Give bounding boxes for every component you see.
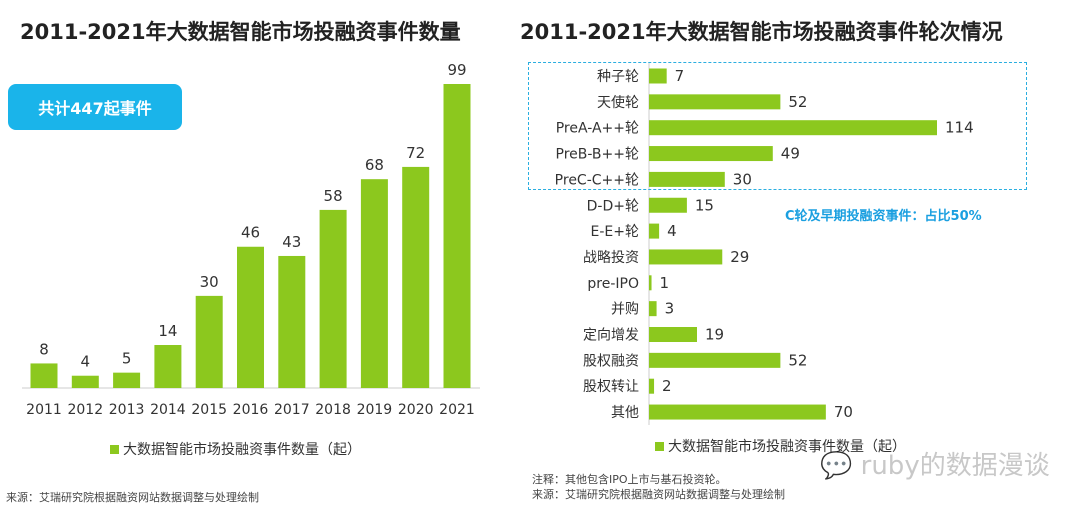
x-tick-label: 2015 bbox=[191, 402, 227, 418]
bar-2017 bbox=[278, 255, 306, 388]
x-tick-label: 2013 bbox=[109, 402, 145, 418]
data-label: 3 bbox=[665, 300, 675, 318]
bar-2014 bbox=[154, 345, 182, 388]
bar-股权融资 bbox=[649, 352, 781, 368]
y-tick-label: PreC-C++轮 bbox=[555, 172, 639, 188]
x-tick-label: 2017 bbox=[274, 402, 310, 418]
bar-种子轮 bbox=[649, 68, 667, 84]
y-tick-label: 股权融资 bbox=[583, 353, 639, 369]
bar-2016 bbox=[237, 246, 264, 388]
data-label: 1 bbox=[660, 274, 670, 292]
data-label: 43 bbox=[282, 233, 301, 251]
y-tick-label: 战略投资 bbox=[583, 250, 639, 266]
bar-天使轮 bbox=[649, 94, 781, 110]
data-label: 99 bbox=[447, 61, 466, 79]
x-tick-label: 2016 bbox=[233, 402, 269, 418]
x-tick-label: 2019 bbox=[357, 402, 393, 418]
right-legend: 大数据智能市场投融资事件数量（起） bbox=[655, 436, 906, 456]
data-label: 58 bbox=[324, 187, 343, 205]
left-bar-chart: 8 2011 4 2012 5 2013 14 2014 30 2015 46 2016 43 2017 5… bbox=[22, 61, 480, 418]
data-label: 114 bbox=[945, 119, 974, 137]
data-label: 19 bbox=[705, 326, 724, 344]
bar-并购 bbox=[649, 301, 657, 317]
y-tick-label: PreB-B++轮 bbox=[556, 147, 639, 163]
data-label: 29 bbox=[730, 248, 749, 266]
bar-2012 bbox=[71, 375, 99, 388]
data-label: 8 bbox=[39, 340, 49, 358]
y-tick-label: E-E+轮 bbox=[591, 224, 639, 240]
watermark: 💬 ruby的数据漫谈 bbox=[820, 451, 1050, 481]
bar-2018 bbox=[319, 209, 347, 388]
legend-swatch bbox=[110, 444, 119, 454]
legend-swatch bbox=[655, 441, 664, 451]
data-label: 2 bbox=[662, 377, 672, 395]
y-tick-label: pre-IPO bbox=[587, 276, 639, 292]
right-source: 来源：艾瑞研究院根据融资网站数据调整与处理绘制 bbox=[532, 488, 785, 501]
x-tick-label: 2014 bbox=[150, 402, 186, 418]
legend-label: 大数据智能市场投融资事件数量（起） bbox=[668, 439, 906, 455]
bar-PreB-B++轮 bbox=[649, 146, 773, 162]
early-stage-annotation: C轮及早期投融资事件：占比50% bbox=[785, 209, 982, 224]
bar-2021 bbox=[443, 84, 471, 388]
bar-2020 bbox=[402, 166, 430, 388]
bar-2019 bbox=[360, 179, 388, 388]
bar-pre-IPO bbox=[649, 275, 652, 291]
y-tick-label: 种子轮 bbox=[597, 69, 639, 85]
data-label: 15 bbox=[695, 196, 714, 214]
bar-股权转让 bbox=[649, 378, 655, 394]
right-chart-title: 2011-2021年大数据智能市场投融资事件轮次情况 bbox=[520, 20, 1003, 44]
x-tick-label: 2011 bbox=[26, 402, 62, 418]
data-label: 4 bbox=[81, 353, 91, 371]
left-legend: 大数据智能市场投融资事件数量（起） bbox=[110, 439, 361, 459]
y-tick-label: D-D+轮 bbox=[587, 198, 639, 214]
data-label: 52 bbox=[788, 93, 807, 111]
bar-PreC-C++轮 bbox=[649, 171, 725, 187]
y-tick-label: 并购 bbox=[611, 302, 639, 318]
x-tick-label: 2021 bbox=[439, 402, 475, 418]
bar-2011 bbox=[30, 363, 58, 388]
bar-定向增发 bbox=[649, 327, 697, 342]
y-tick-label: 其他 bbox=[611, 405, 639, 421]
left-chart-title: 2011-2021年大数据智能市场投融资事件数量 bbox=[20, 20, 461, 44]
data-label: 7 bbox=[675, 67, 685, 85]
bar-D-D+轮 bbox=[649, 197, 687, 213]
right-note: 注释：其他包含IPO上市与基石投资轮。 bbox=[532, 473, 727, 486]
data-label: 14 bbox=[158, 322, 177, 340]
left-source: 来源：艾瑞研究院根据融资网站数据调整与处理绘制 bbox=[6, 491, 259, 504]
data-label: 72 bbox=[406, 144, 425, 162]
y-tick-label: 股权转让 bbox=[583, 379, 639, 395]
x-tick-label: 2020 bbox=[398, 402, 434, 418]
y-tick-label: PreA-A++轮 bbox=[556, 121, 639, 137]
data-label: 30 bbox=[200, 273, 219, 291]
data-label: 30 bbox=[733, 170, 752, 188]
total-events-badge: 共计447起事件 bbox=[8, 84, 182, 130]
right-bar-chart: 7 种子轮 52 天使轮 114 PreA-A++轮 49 PreB-B++轮 30 PreC-C… bbox=[555, 63, 974, 425]
y-tick-label: 天使轮 bbox=[597, 94, 639, 111]
wechat-icon: 💬 bbox=[820, 451, 853, 481]
x-tick-label: 2012 bbox=[67, 402, 103, 418]
data-label: 4 bbox=[667, 222, 677, 240]
data-label: 49 bbox=[781, 145, 800, 163]
data-label: 68 bbox=[365, 156, 384, 174]
legend-label: 大数据智能市场投融资事件数量（起） bbox=[123, 442, 361, 458]
data-label: 5 bbox=[122, 350, 132, 368]
bar-2013 bbox=[113, 372, 141, 388]
x-tick-label: 2018 bbox=[315, 402, 351, 418]
bar-PreA-A++轮 bbox=[649, 120, 937, 136]
y-tick-label: 定向增发 bbox=[583, 328, 639, 344]
early-stage-highlight-box bbox=[528, 62, 1027, 190]
data-label: 52 bbox=[788, 351, 807, 369]
data-label: 46 bbox=[241, 224, 260, 242]
bar-战略投资 bbox=[649, 249, 723, 265]
bar-其他 bbox=[649, 404, 826, 420]
data-label: 70 bbox=[834, 403, 853, 421]
bar-E-E+轮 bbox=[649, 223, 660, 239]
bar-2015 bbox=[195, 295, 223, 388]
